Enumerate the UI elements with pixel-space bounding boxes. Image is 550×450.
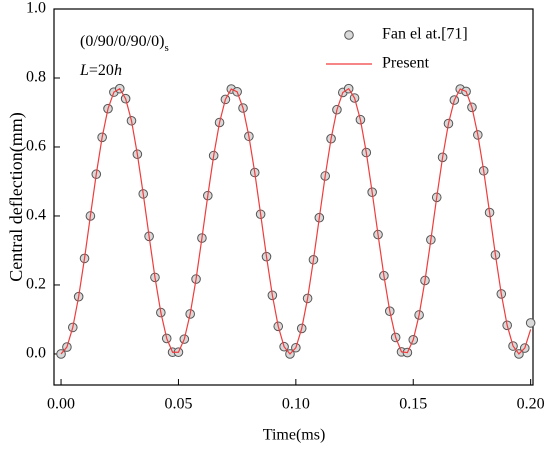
x-tick-label: 0.15: [399, 396, 427, 413]
y-axis-label: Central deflection(mm): [6, 112, 27, 281]
plot-frame: [53, 8, 534, 386]
annotation-part: =20: [89, 62, 114, 79]
annotation: L=20h: [79, 62, 122, 79]
y-tick-label: 0.8: [26, 69, 46, 86]
x-axis-label: Time(ms): [263, 427, 326, 444]
annotation-text: (0/90/0/90/0): [80, 33, 164, 50]
y-tick-label: 0.2: [26, 276, 46, 293]
annotation-part: L: [79, 62, 89, 79]
y-tick-label: 1.0: [26, 0, 46, 17]
data-point: [525, 318, 536, 328]
y-tick-label: 0.6: [26, 138, 46, 155]
y-tick-label: 0.0: [26, 345, 46, 362]
annotation: (0/90/0/90/0)s: [80, 33, 169, 54]
y-tick-label: 0.4: [26, 207, 46, 224]
x-tick-label: 0.05: [164, 396, 192, 413]
legend-label: Present: [382, 55, 430, 72]
x-tick-label: 0.20: [517, 396, 545, 413]
series-line: [60, 87, 532, 355]
annotation-subscript: s: [164, 42, 168, 54]
x-tick-label: 0.00: [47, 396, 75, 413]
annotation-part: h: [114, 62, 122, 79]
x-tick-label: 0.10: [282, 396, 310, 413]
legend-label: Fan el at.[71]: [382, 26, 468, 43]
legend-swatch: [344, 30, 354, 40]
